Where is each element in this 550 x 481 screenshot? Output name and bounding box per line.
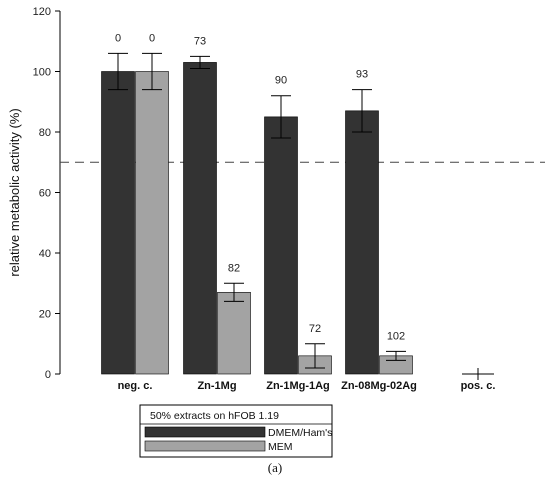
annotation-s1-c2: 72 [309,323,321,335]
bar-s0-c1 [183,62,217,375]
y-tick-label-6: 120 [33,6,51,18]
y-tick-label-3: 60 [39,188,51,200]
bars [101,52,494,380]
legend: 50% extracts on hFOB 1.19 DMEM/Ham's MEM [139,404,333,458]
annotation-s0-c2: 90 [275,75,287,87]
caption: (a) [268,460,282,475]
legend-title: 50% extracts on hFOB 1.19 [150,410,279,422]
y-tick-label-1: 20 [39,309,51,321]
annotation-s0-c0: 0 [115,32,121,44]
bar-s1-c1 [217,292,251,375]
category-label-1: Zn-1Mg [197,380,236,392]
category-label-0: neg. c. [118,380,153,392]
category-label-3: Zn-08Mg-02Ag [341,380,417,392]
y-axis-label: relative metabolic activity (%) [7,108,22,276]
legend-swatch-dmem [144,426,266,438]
y-tick-label-2: 40 [39,248,51,260]
legend-label-dmem: DMEM/Ham's [268,427,332,439]
annotation-s0-c3: 93 [356,69,368,81]
legend-label-mem: MEM [268,441,293,453]
bar-s0-c3 [345,110,379,375]
annotation-s1-c0: 0 [149,32,155,44]
annotation-s1-c1: 82 [228,262,240,274]
category-label-4: pos. c. [461,380,496,392]
bar-s0-c2 [264,116,298,375]
y-tick-label-5: 100 [33,67,51,79]
labels: neg. c. 0 0 Zn-1Mg 73 82 Zn-1Mg-1Ag 90 72 Zn-08Mg… [115,32,495,392]
bar-s1-c0 [135,71,169,375]
y-tick-label-0: 0 [45,369,51,381]
category-label-2: Zn-1Mg-1Ag [266,380,330,392]
bar-s0-c0 [101,71,135,375]
y-tick-label-4: 80 [39,127,51,139]
annotation-s1-c3: 102 [387,330,405,342]
legend-swatch-mem [144,440,266,452]
annotation-s0-c1: 73 [194,35,206,47]
